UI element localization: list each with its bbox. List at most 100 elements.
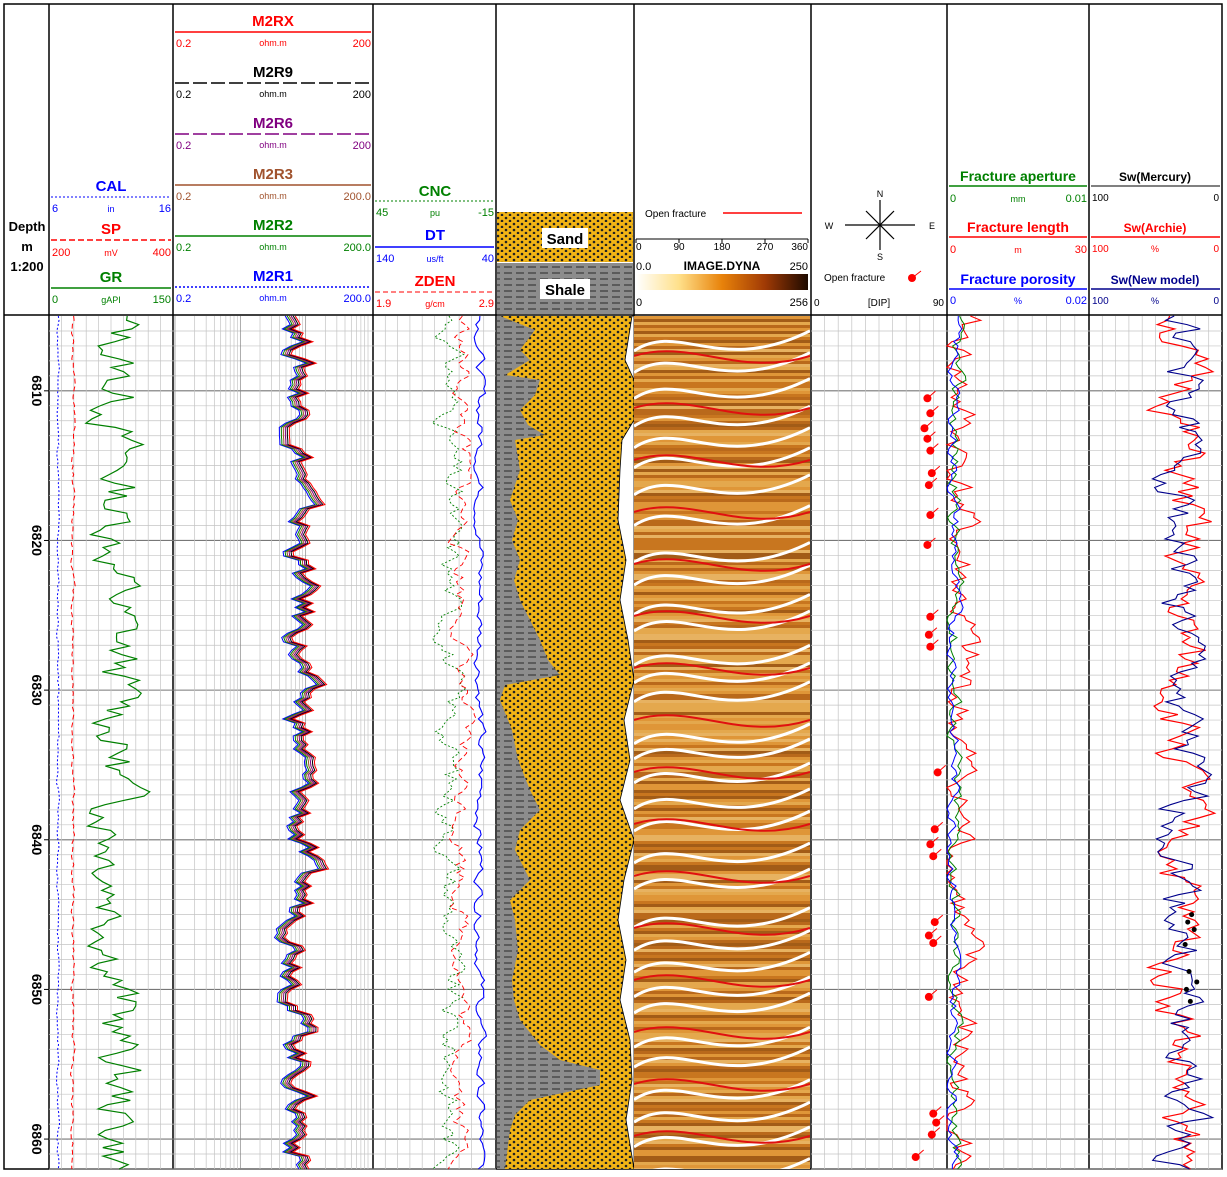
- image-band: [634, 688, 810, 691]
- image-band: [634, 430, 810, 433]
- image-band: [634, 1060, 810, 1063]
- sw-new-curve: [1151, 315, 1215, 1170]
- cnc-min: 45: [376, 207, 388, 219]
- image-band: [634, 1078, 810, 1081]
- sw-mercury-max: 0: [1213, 193, 1219, 204]
- image-band: [634, 562, 810, 565]
- image-band: [634, 952, 810, 955]
- image-band: [634, 1168, 810, 1169]
- image-band: [634, 763, 810, 766]
- image-band: [634, 1048, 810, 1051]
- sw-mercury-marker: [1189, 912, 1195, 918]
- image-band: [634, 343, 810, 346]
- image-band: [634, 1072, 810, 1075]
- length-name: Fracture length: [967, 219, 1069, 235]
- image-band: [634, 1087, 810, 1090]
- curve-max: 200: [353, 140, 371, 152]
- image-band: [634, 439, 810, 442]
- fracture-header: Fracture aperture 0 mm 0.01 Fracture len…: [949, 168, 1087, 307]
- image-band: [634, 961, 810, 964]
- image-band: [634, 1114, 810, 1117]
- porosity-name: Fracture porosity: [960, 271, 1075, 287]
- image-band: [634, 790, 810, 793]
- bedding-sinusoid: [634, 761, 810, 785]
- bedding-sinusoid: [634, 1045, 810, 1069]
- compass-s: S: [877, 252, 883, 262]
- dip-min: 0: [814, 298, 820, 309]
- dip-tail: [930, 609, 939, 618]
- dip-tail: [932, 848, 942, 857]
- image-band: [634, 937, 810, 940]
- image-band: [634, 319, 810, 322]
- image-band: [634, 649, 810, 652]
- image-band: [634, 322, 810, 325]
- image-band: [634, 670, 810, 673]
- dip-tail: [928, 928, 938, 936]
- dip-tail: [935, 1115, 945, 1123]
- bedding-sinusoid: [634, 563, 810, 587]
- image-band: [634, 844, 810, 847]
- image-band: [634, 508, 810, 511]
- bedding-sinusoid: [634, 1100, 810, 1124]
- image-band: [634, 499, 810, 502]
- image-band: [634, 820, 810, 823]
- sp-unit: mV: [104, 248, 118, 258]
- fracture-sinusoid: [634, 922, 810, 936]
- image-band: [634, 442, 810, 445]
- image-band: [634, 634, 810, 637]
- image-band: [634, 550, 810, 553]
- image-legend-label: Open fracture: [645, 209, 707, 220]
- image-band: [634, 865, 810, 868]
- image-band: [634, 655, 810, 658]
- image-band: [634, 970, 810, 973]
- image-band: [634, 541, 810, 544]
- image-band: [634, 1045, 810, 1048]
- image-band: [634, 748, 810, 751]
- fracture-sinusoid: [634, 974, 810, 988]
- image-band: [634, 922, 810, 925]
- sw-archie-max: 0: [1213, 244, 1219, 255]
- fracture-sinusoid: [634, 662, 810, 676]
- image-band: [634, 904, 810, 907]
- fracture-sinusoid: [634, 454, 810, 468]
- image-band: [634, 547, 810, 550]
- image-band: [634, 412, 810, 415]
- image-band: [634, 871, 810, 874]
- image-band: [634, 856, 810, 859]
- image-band: [634, 613, 810, 616]
- sp-max: 400: [153, 247, 171, 259]
- image-band: [634, 883, 810, 886]
- image-band: [634, 796, 810, 799]
- image-band: [634, 847, 810, 850]
- gr-unit: gAPI: [101, 295, 121, 305]
- image-band: [634, 742, 810, 745]
- dip-tail: [937, 765, 946, 773]
- length-min: 0: [950, 244, 956, 256]
- porosity-max: 0.02: [1066, 295, 1087, 307]
- image-band: [634, 424, 810, 427]
- shale-label: Shale: [545, 282, 585, 299]
- image-band: [634, 919, 810, 922]
- image-band: [634, 625, 810, 628]
- image-band: [634, 418, 810, 421]
- image-band: [634, 1138, 810, 1141]
- track1-header: CAL 6 in 16 SP 200 mV 400 GR 0 gAPI 150: [51, 178, 171, 306]
- image-band: [634, 862, 810, 865]
- image-band: [634, 784, 810, 787]
- image-band: [634, 694, 810, 697]
- porosity-min: 0: [950, 295, 956, 307]
- bedding-sinusoid: [634, 928, 810, 952]
- image-band: [634, 1153, 810, 1156]
- sw-mercury-marker: [1182, 942, 1188, 948]
- curve-max: 200.0: [343, 191, 371, 203]
- curve-max: 200: [353, 38, 371, 50]
- image-band: [634, 595, 810, 598]
- bedding-sinusoid: [634, 975, 810, 999]
- image-band: [634, 667, 810, 670]
- compass-w: W: [825, 221, 834, 231]
- dip-tail: [931, 1127, 941, 1135]
- image-band: [634, 631, 810, 634]
- image-band: [634, 598, 810, 601]
- sw-new-name: Sw(New model): [1111, 273, 1200, 287]
- curve-name-m2r9: M2R9: [253, 64, 293, 81]
